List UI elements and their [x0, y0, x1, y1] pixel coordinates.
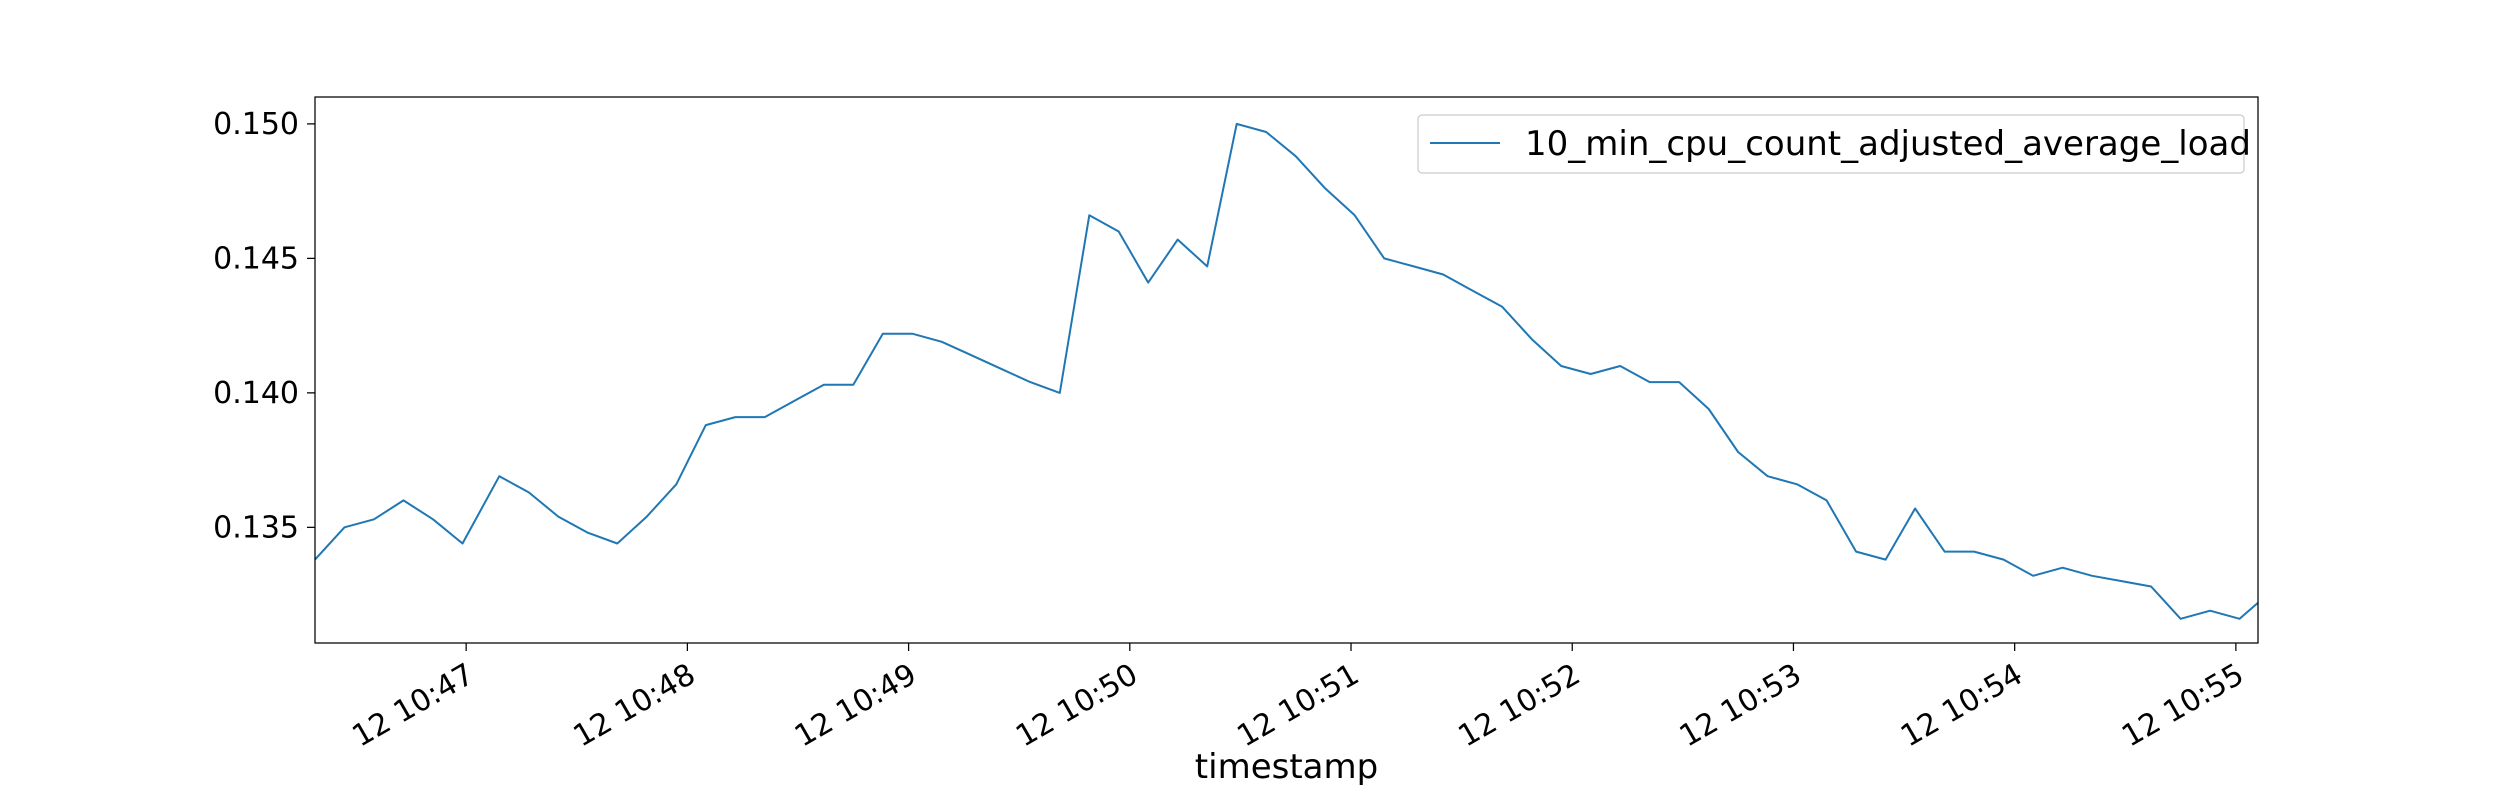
- series-layer: [314, 122, 2259, 620]
- x-tick-label: 12 10:50: [1010, 657, 1144, 754]
- y-tick-label: 0.150: [213, 107, 299, 142]
- x-tick-label: 12 10:49: [789, 657, 923, 754]
- series-line-0: [314, 122, 2259, 620]
- legend-label: 10_min_cpu_count_adjusted_average_load: [1525, 124, 2251, 164]
- x-tick-label: 12 10:53: [1674, 657, 1808, 754]
- x-tick-label: 12 10:54: [1895, 657, 2029, 754]
- x-tick-label: 12 10:52: [1453, 657, 1587, 754]
- legend-box: [1417, 114, 2245, 174]
- legend: 10_min_cpu_count_adjusted_average_load: [1417, 114, 2251, 174]
- x-axis-ticks: 12 10:47 12 10:48 12 10:49 12 10:50 12 10:51…: [346, 643, 2250, 754]
- x-tick-label: 12 10:55: [2116, 657, 2250, 754]
- y-tick-label: 0.145: [213, 241, 299, 276]
- x-tick-label: 12 10:51: [1231, 657, 1365, 754]
- x-tick-label: 12 10:47: [346, 657, 480, 754]
- x-axis-title: timestamp: [1195, 747, 1378, 787]
- y-tick-label: 0.135: [213, 510, 299, 545]
- x-tick-label: 12 10:48: [568, 657, 702, 754]
- y-axis-ticks: 0.135 0.140 0.145 0.150: [213, 107, 315, 545]
- y-tick-label: 0.140: [213, 376, 299, 411]
- plot-frame: [314, 96, 2259, 644]
